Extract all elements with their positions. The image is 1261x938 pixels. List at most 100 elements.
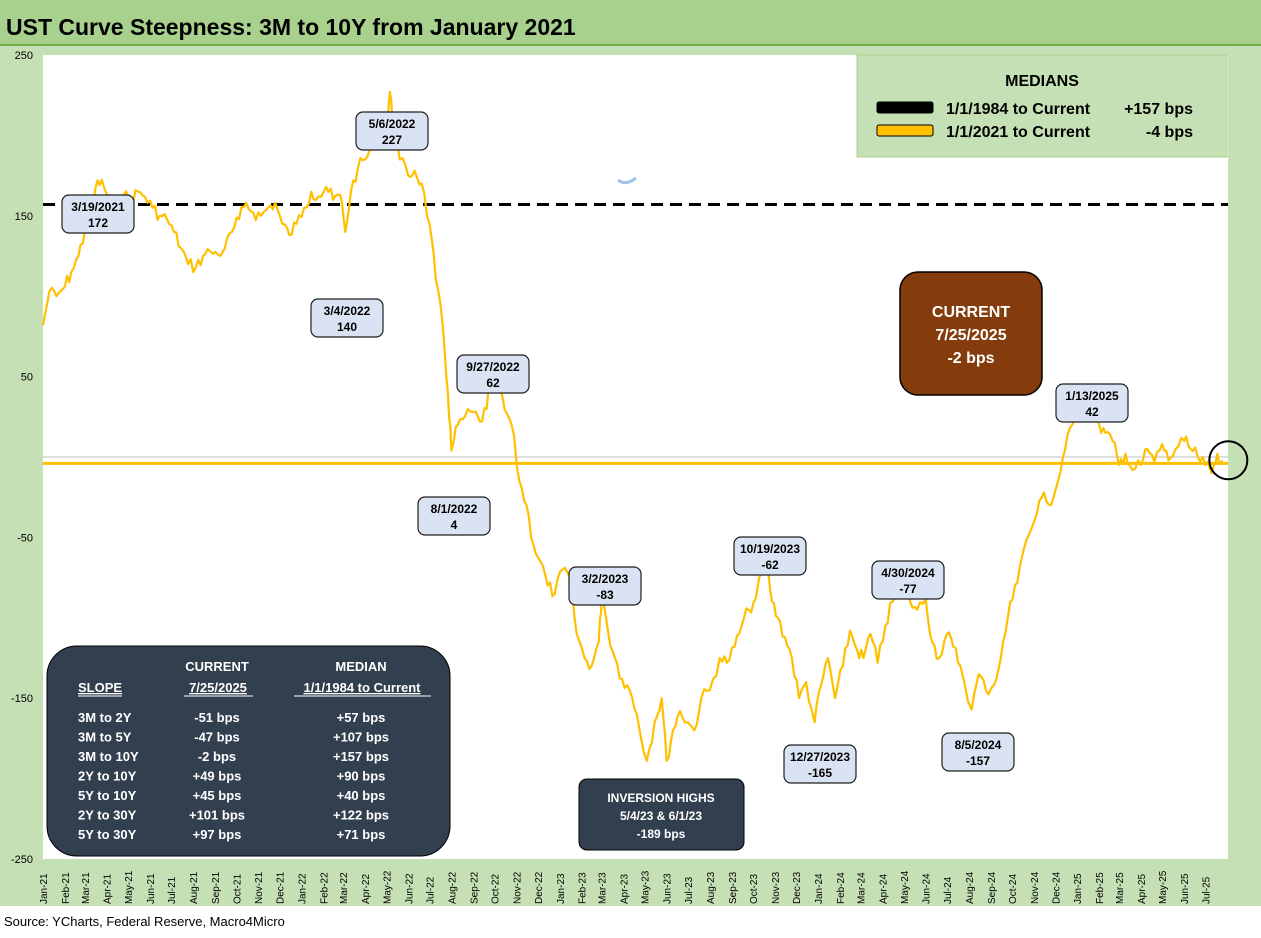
legend-label-1984: 1/1/1984 to Current <box>946 101 1091 118</box>
x-tick-label: Jul-25 <box>1201 876 1212 904</box>
x-tick-label: Feb-25 <box>1095 872 1106 904</box>
x-tick-label: Oct-22 <box>491 874 502 904</box>
y-tick-label: -250 <box>11 854 33 866</box>
callout-box <box>783 744 857 784</box>
x-tick-label: May-22 <box>382 870 393 904</box>
callout-date: 4/30/2024 <box>881 566 935 580</box>
callout-value: 227 <box>382 133 402 147</box>
callout-box <box>733 536 807 576</box>
inversion-title: INVERSION HIGHS <box>607 791 714 805</box>
y-tick-label: -50 <box>17 532 33 544</box>
table-row: 5Y to 30Y +97 bps +71 bps <box>78 827 385 842</box>
x-tick-label: Oct-24 <box>1008 874 1019 904</box>
table-cell-slope: 3M to 10Y <box>78 749 139 764</box>
x-tick-label: Dec-24 <box>1051 871 1062 904</box>
callout-date: 9/27/2022 <box>466 360 520 374</box>
table-cell-current: -2 bps <box>198 749 236 764</box>
x-tick-label: Mar-22 <box>339 872 350 904</box>
x-tick-label: Sep-21 <box>211 871 222 904</box>
inversion-highs-box: INVERSION HIGHS 5/4/23 & 6/1/23 -189 bps <box>578 778 745 851</box>
inversion-dates: 5/4/23 & 6/1/23 <box>620 809 702 823</box>
table-cell-median: +157 bps <box>333 749 389 764</box>
callout-date: 8/1/2022 <box>431 502 478 516</box>
x-tick-label: Oct-23 <box>749 874 760 904</box>
y-tick-label: -150 <box>11 693 33 705</box>
x-tick-label: Jul-23 <box>684 876 695 904</box>
x-tick-label: Jan-25 <box>1073 873 1084 904</box>
callout-date: 10/19/2023 <box>740 542 800 556</box>
callout-box <box>1055 383 1129 423</box>
legend-label-2021: 1/1/2021 to Current <box>946 124 1091 141</box>
table-cell-median: +122 bps <box>333 808 389 823</box>
x-tick-label: Apr-24 <box>879 874 890 904</box>
x-tick-label: Apr-22 <box>361 874 372 904</box>
x-tick-label: Mar-24 <box>857 872 868 904</box>
callout-date: 12/27/2023 <box>790 750 850 764</box>
x-tick-label: Feb-24 <box>836 872 847 904</box>
callout-8-1-2022: 8/1/2022 4 <box>417 496 491 536</box>
callout-1-13-2025: 1/13/2025 42 <box>1055 383 1129 423</box>
callout-9-27-2022: 9/27/2022 62 <box>456 354 530 394</box>
legend-swatch-gold <box>876 124 934 137</box>
current-value: -2 bps <box>947 350 994 367</box>
callout-value: -165 <box>808 766 832 780</box>
callout-10-19-2023: 10/19/2023 -62 <box>733 536 807 576</box>
y-tick-label: 250 <box>15 50 33 62</box>
table-row: 5Y to 10Y +45 bps +40 bps <box>78 788 385 803</box>
x-tick-label: Jan-22 <box>297 873 308 904</box>
table-cell-median: +71 bps <box>337 827 386 842</box>
slope-table: CURRENT MEDIAN SLOPE 7/25/2025 1/1/1984 to C… <box>46 645 451 857</box>
x-tick-label: Jan-21 <box>39 873 50 904</box>
source-note: Source: YCharts, Federal Reserve, Macro4… <box>4 914 285 929</box>
x-tick-label: Mar-23 <box>598 872 609 904</box>
x-tick-label: May-23 <box>641 870 652 904</box>
callout-12-27-2023: 12/27/2023 -165 <box>783 744 857 784</box>
table-cell-median: +40 bps <box>337 788 386 803</box>
legend-swatch-black <box>876 101 934 114</box>
callout-3-2-2023: 3/2/2023 -83 <box>568 566 642 606</box>
table-cell-median: +90 bps <box>337 769 386 784</box>
spread-series-line <box>41 90 1224 762</box>
table-cell-slope: 2Y to 30Y <box>78 808 137 823</box>
callout-value: -157 <box>966 754 990 768</box>
callout-value: 4 <box>451 518 458 532</box>
table-row: 2Y to 10Y +49 bps +90 bps <box>78 769 385 784</box>
x-tick-label: Jun-21 <box>146 873 157 904</box>
callout-box <box>871 560 945 600</box>
table-row: 3M to 10Y -2 bps +157 bps <box>78 749 389 764</box>
callout-date: 5/6/2022 <box>369 117 416 131</box>
inversion-value: -189 bps <box>637 827 686 841</box>
table-header-median: MEDIAN <box>335 659 386 674</box>
table-cell-current: +101 bps <box>189 808 245 823</box>
x-tick-label: Jul-22 <box>426 876 437 904</box>
x-tick-label: Jul-21 <box>167 876 178 904</box>
legend-heading: MEDIANS <box>1005 73 1079 90</box>
x-tick-label: Jun-22 <box>404 873 415 904</box>
table-cell-slope: 5Y to 10Y <box>78 788 137 803</box>
callout-box <box>456 354 530 394</box>
current-box-bg <box>899 271 1043 396</box>
table-row: 3M to 5Y -47 bps +107 bps <box>78 730 389 745</box>
x-tick-label: Nov-24 <box>1030 871 1041 904</box>
table-cell-slope: 3M to 5Y <box>78 730 132 745</box>
callout-value: 172 <box>88 216 108 230</box>
table-cell-median: +107 bps <box>333 730 389 745</box>
x-tick-label: Jan-24 <box>814 873 825 904</box>
callout-box <box>417 496 491 536</box>
callout-8-5-2024: 8/5/2024 -157 <box>941 732 1015 772</box>
x-tick-label: Dec-23 <box>792 871 803 904</box>
inversion-box-bg <box>578 778 745 851</box>
table-header-current-date: 7/25/2025 <box>189 680 247 695</box>
x-tick-label: Aug-22 <box>447 871 458 904</box>
callout-date: 1/13/2025 <box>1065 389 1119 403</box>
x-tick-label: Feb-21 <box>61 872 72 904</box>
x-tick-label: May-24 <box>900 870 911 904</box>
table-cell-median: +57 bps <box>337 710 386 725</box>
x-tick-label: Sep-23 <box>728 871 739 904</box>
x-tick-label: Jun-25 <box>1180 873 1191 904</box>
table-cell-current: +49 bps <box>193 769 242 784</box>
chart-title: UST Curve Steepness: 3M to 10Y from Janu… <box>6 14 576 40</box>
x-tick-label: Feb-23 <box>578 872 589 904</box>
callout-box <box>61 194 135 234</box>
